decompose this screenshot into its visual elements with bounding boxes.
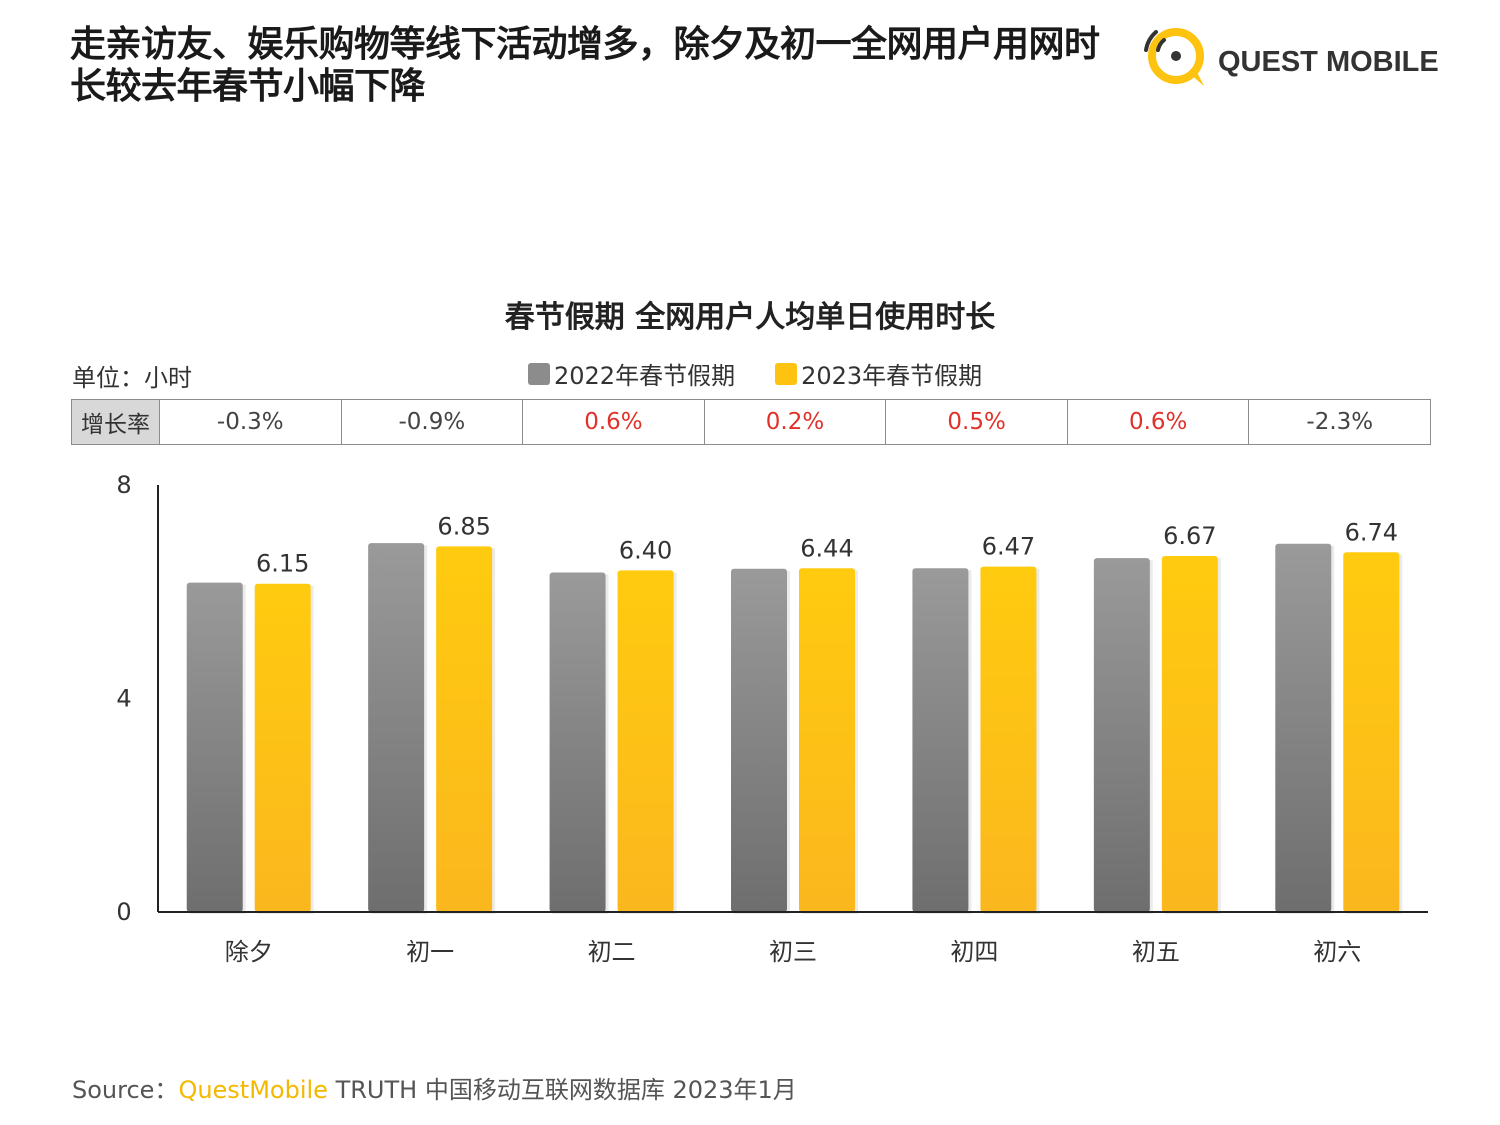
- bar-2022: [731, 568, 787, 912]
- x-tick-label: 初三: [769, 938, 817, 966]
- page-title: 走亲访友、娱乐购物等线下活动增多，除夕及初一全网用户用网时长较去年春节小幅下降: [70, 24, 1100, 107]
- data-label: 6.47: [982, 533, 1035, 561]
- bar-2023: [980, 566, 1037, 912]
- growth-rate-cell: 0.5%: [886, 400, 1068, 444]
- bar-2022: [186, 582, 243, 912]
- bar-2022: [368, 543, 425, 912]
- growth-rate-header: 增长率: [72, 400, 160, 444]
- growth-rate-table: 增长率 -0.3% -0.9% 0.6% 0.2% 0.5% 0.6% -2.3…: [71, 399, 1431, 445]
- legend-item-2022: 2022年春节假期: [528, 356, 735, 391]
- x-tick-label: 除夕: [225, 938, 273, 966]
- legend-item-2023: 2023年春节假期: [775, 356, 982, 391]
- source-rest: TRUTH 中国移动互联网数据库 2023年1月: [327, 1076, 797, 1104]
- data-label: 6.44: [800, 534, 853, 562]
- bar-2023: [617, 570, 674, 912]
- y-tick-label: 0: [116, 898, 131, 926]
- growth-rate-cell: -0.9%: [342, 400, 524, 444]
- growth-rate-cell: 0.6%: [523, 400, 705, 444]
- unit-label: 单位：小时: [72, 364, 192, 392]
- legend-swatch-gray: [528, 362, 550, 385]
- bar-2023: [1161, 555, 1218, 912]
- data-label: 6.85: [437, 512, 490, 540]
- quest-mobile-logo-icon: [1144, 28, 1204, 86]
- source-brand: QuestMobile: [178, 1076, 328, 1104]
- bar-2022: [912, 568, 969, 912]
- bar-2022: [549, 572, 606, 912]
- legend-label-2022: 2022年春节假期: [554, 362, 736, 390]
- source-prefix: Source：: [72, 1076, 179, 1104]
- data-label: 6.40: [619, 536, 672, 564]
- logo-text: QUEST MOBILE: [1218, 46, 1439, 78]
- bar-2023: [254, 583, 311, 912]
- x-tick-label: 初六: [1313, 938, 1361, 966]
- x-tick-label: 初四: [950, 938, 998, 966]
- quest-mobile-logo: QUEST MOBILE: [1138, 20, 1439, 92]
- growth-rate-cell: 0.6%: [1068, 400, 1250, 444]
- legend-swatch-yellow: [775, 362, 798, 385]
- y-tick-label: 4: [116, 685, 131, 713]
- bar-2023: [436, 546, 493, 912]
- x-tick-label: 初二: [588, 938, 636, 966]
- data-label: 6.15: [256, 550, 309, 578]
- bar-2023: [1343, 552, 1400, 912]
- bar-2022: [1093, 558, 1150, 912]
- legend-label-2023: 2023年春节假期: [801, 362, 983, 390]
- y-tick-label: 8: [116, 471, 131, 499]
- x-tick-label: 初一: [406, 938, 454, 966]
- growth-rate-cell: -2.3%: [1306, 409, 1374, 435]
- growth-rate-cell: 0.2%: [705, 400, 887, 444]
- x-tick-label: 初五: [1132, 938, 1180, 966]
- data-label: 6.74: [1345, 518, 1398, 546]
- growth-rate-cell: -0.3%: [160, 400, 342, 444]
- chart-title: 春节假期 全网用户人均单日使用时长: [504, 300, 996, 335]
- chart-legend: 2022年春节假期 2023年春节假期: [528, 356, 982, 391]
- source-note: Source：QuestMobile TRUTH 中国移动互联网数据库 2023…: [72, 1070, 797, 1105]
- bar-2022: [1275, 543, 1332, 912]
- bar-2023: [799, 568, 855, 912]
- data-label: 6.67: [1163, 522, 1216, 550]
